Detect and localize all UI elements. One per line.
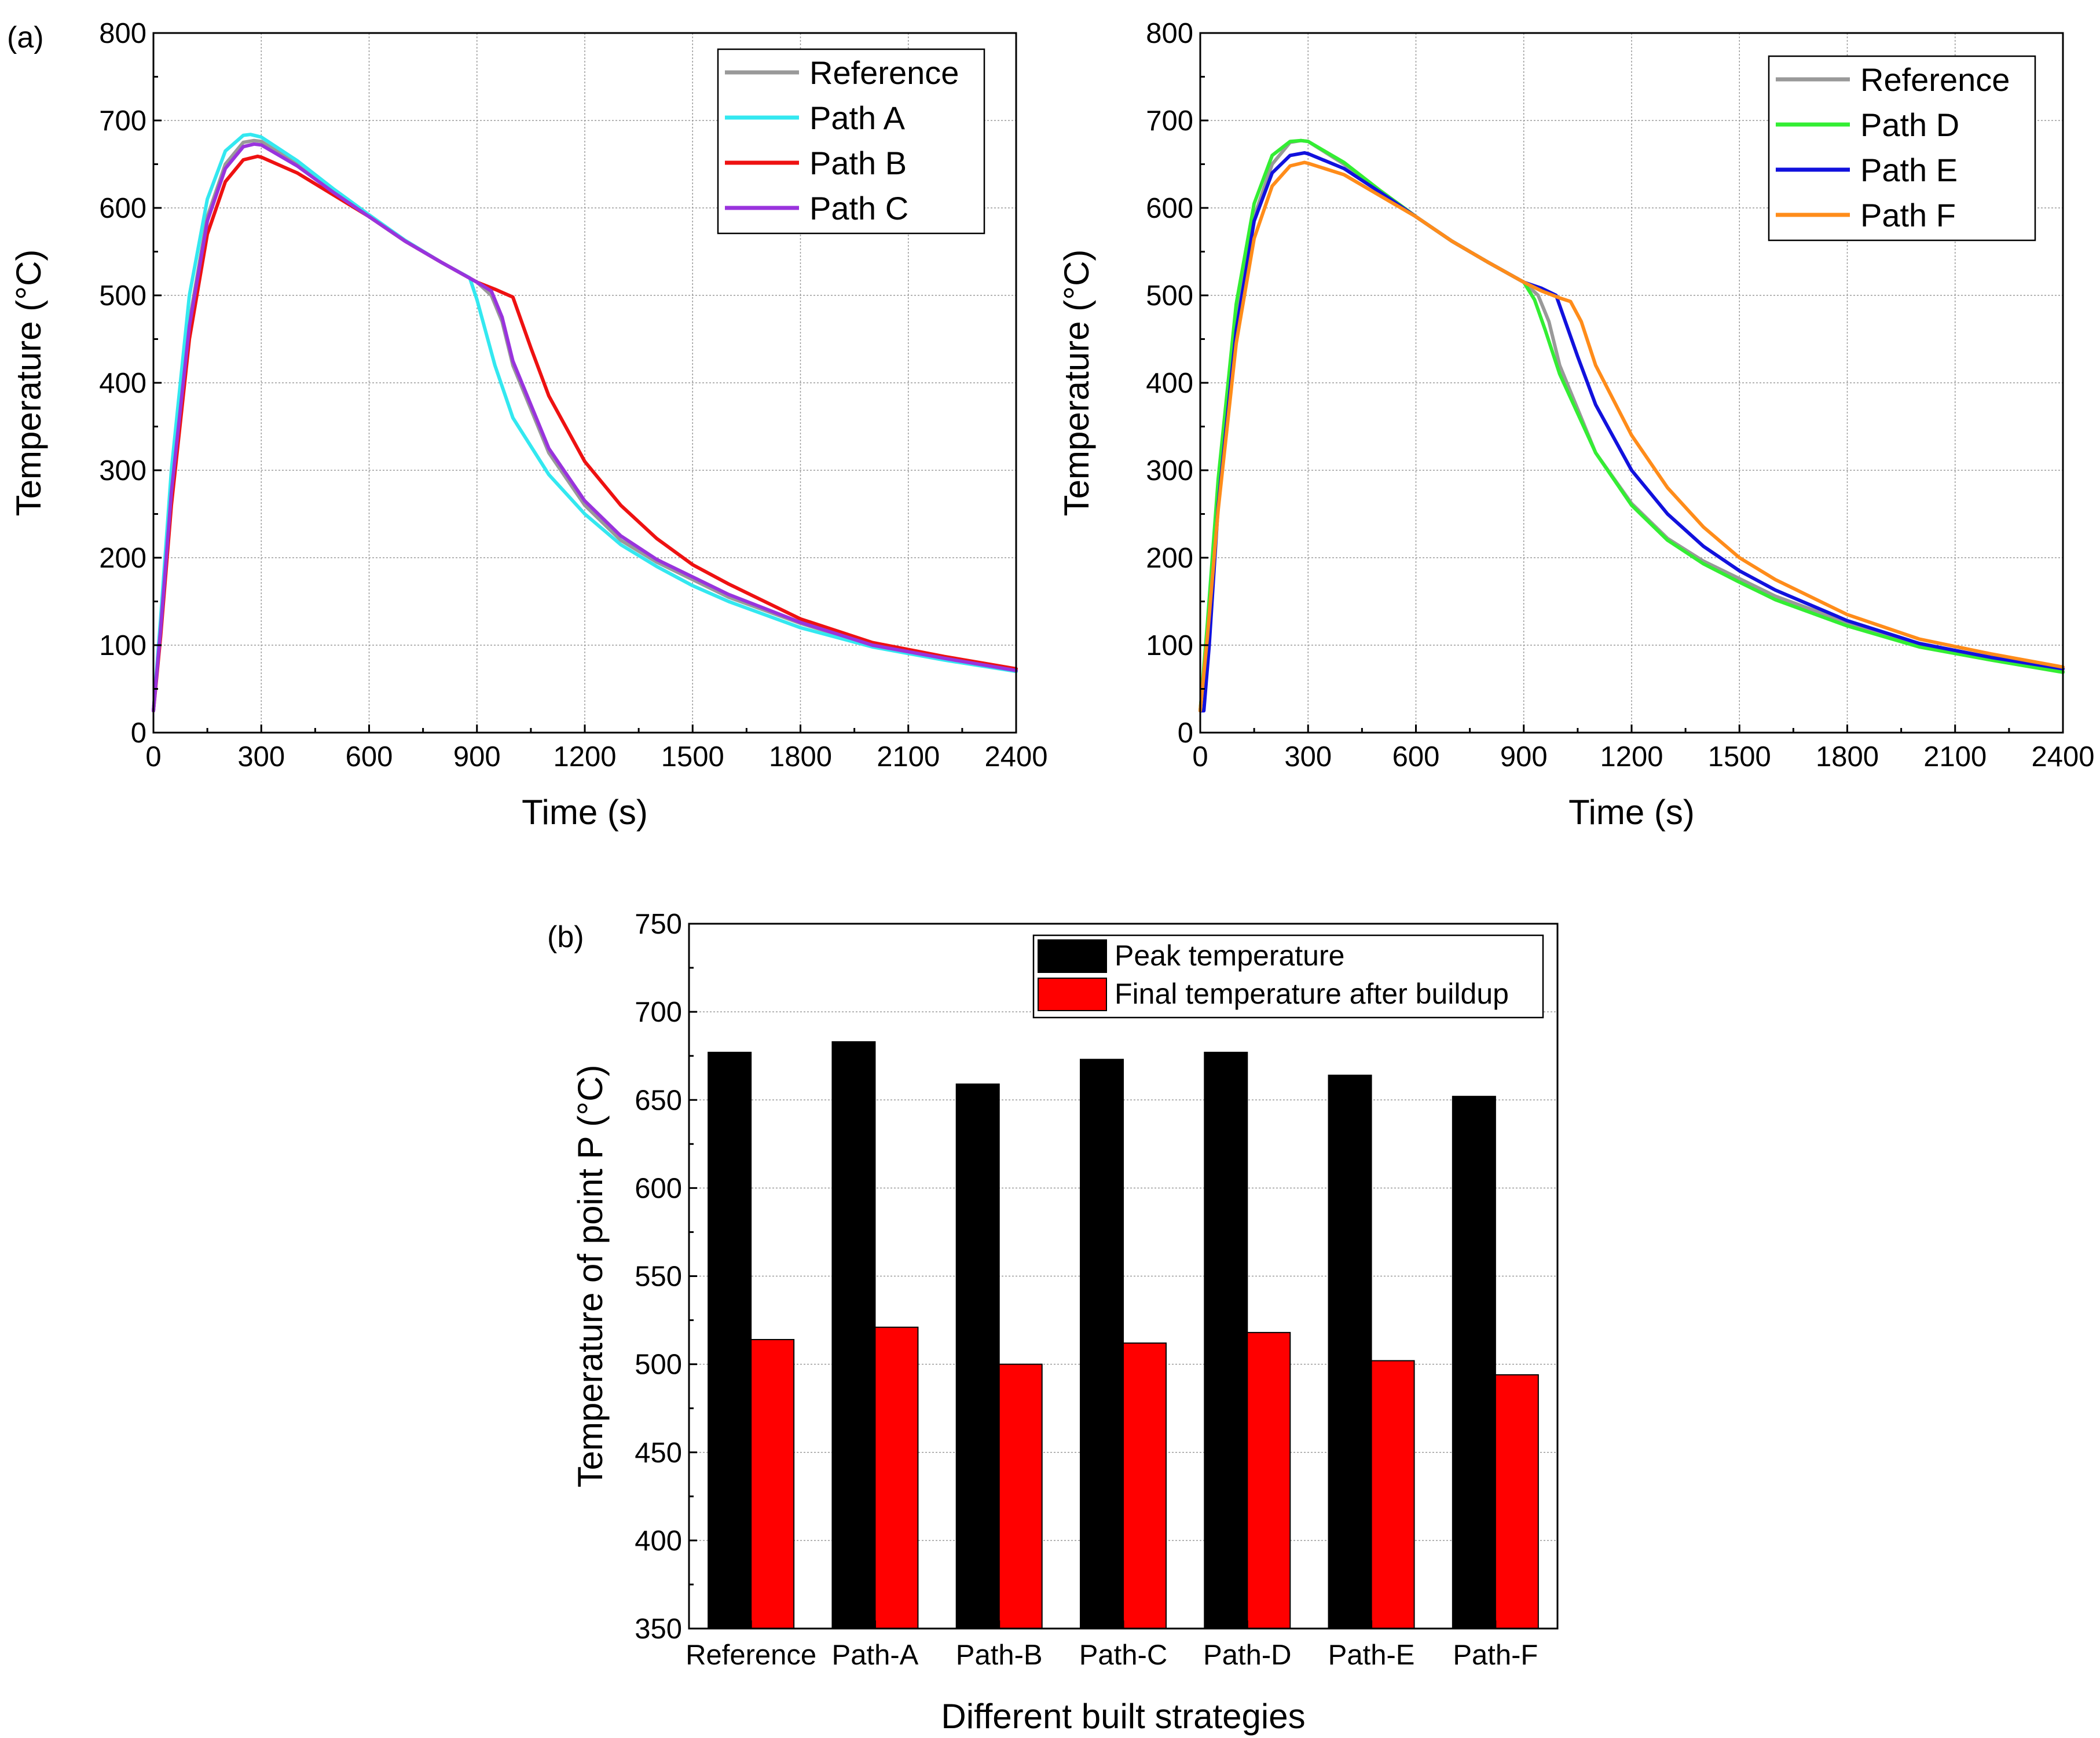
legend-box [717, 48, 985, 235]
bar-final-path-c [1123, 1342, 1167, 1629]
legend-label: Path C [809, 190, 908, 226]
y-tick-label: 800 [1146, 18, 1193, 49]
bar-final-path-d [1247, 1331, 1291, 1630]
x-tick-label: Path-E [1328, 1640, 1415, 1671]
x-tick-label: 1500 [1708, 741, 1771, 773]
panel-label: (b) [547, 920, 584, 954]
x-tick-label: 1500 [661, 741, 724, 773]
x-tick-label: Path-B [956, 1640, 1043, 1671]
bar-peak-path-c [1080, 1059, 1124, 1629]
x-tick-label: 600 [1392, 741, 1440, 773]
y-tick-label: 350 [635, 1613, 682, 1645]
y-tick-label: 100 [1146, 630, 1193, 661]
y-tick-label: 500 [99, 280, 146, 312]
x-tick-label: Path-D [1203, 1640, 1292, 1671]
series-line-path-f [1199, 160, 2065, 713]
legend-label: Path F [1860, 197, 1956, 233]
x-tick-label: 2400 [984, 741, 1047, 773]
y-tick-label: 100 [99, 630, 146, 661]
legend-label: Reference [1860, 61, 2010, 98]
bar-final-path-f [1494, 1374, 1539, 1629]
x-tick-label: 1200 [553, 741, 616, 773]
x-tick-label: 1800 [769, 741, 832, 773]
y-tick-label: 550 [635, 1261, 682, 1293]
legend-label: Peak temperature [1115, 939, 1344, 972]
y-tick-label: 400 [1146, 368, 1193, 399]
y-tick-label: 700 [1146, 105, 1193, 137]
legend-label: Path B [809, 145, 907, 181]
x-tick-label: 300 [237, 741, 285, 773]
x-tick-label: 0 [1192, 741, 1208, 773]
legend: Reference Path D Path E Path F [1768, 55, 2036, 242]
legend-swatch [1038, 939, 1107, 973]
y-axis-title: Temperature (°C) [1057, 250, 1096, 517]
x-tick-label: 0 [145, 741, 161, 773]
bar-peak-path-e [1328, 1074, 1372, 1629]
x-tick-label: 300 [1284, 741, 1332, 773]
y-tick-label: 300 [1146, 455, 1193, 486]
y-tick-label: 600 [1146, 193, 1193, 224]
y-tick-label: 400 [635, 1525, 682, 1557]
legend: Reference Path A Path B Path C [717, 48, 985, 235]
y-tick-label: 600 [635, 1173, 682, 1204]
x-tick-label: Path-A [832, 1640, 919, 1671]
y-tick-label: 0 [1178, 718, 1193, 749]
chart-panel-a-left: 0 300 600 900 1200 1500 1800 2100 2400 0 100 200 300… [7, 18, 1048, 832]
x-axis-title: Different built strategies [941, 1697, 1305, 1736]
y-tick-label: 700 [99, 105, 146, 137]
y-tick-label: 500 [635, 1349, 682, 1381]
legend: Peak temperature Final temperature after … [1032, 934, 1544, 1019]
x-axis-title: Time (s) [522, 793, 648, 832]
x-tick-label: 900 [1500, 741, 1548, 773]
chart-panel-b: Reference Path-A Path-B Path-C Path-D Path-E P… [547, 909, 1559, 1736]
bar-peak-path-f [1452, 1096, 1496, 1630]
y-tick-label: 400 [99, 368, 146, 399]
legend-label: Path A [809, 100, 906, 136]
y-tick-label: 0 [131, 718, 146, 749]
x-tick-label: Path-F [1453, 1640, 1538, 1671]
x-axis-title: Time (s) [1568, 793, 1695, 832]
bar-peak-path-b [955, 1083, 1000, 1630]
legend-swatch [1038, 978, 1107, 1011]
y-tick-label: 600 [99, 193, 146, 224]
legend-label: Final temperature after buildup [1115, 978, 1509, 1010]
y-tick-label: 700 [635, 997, 682, 1028]
bar-peak-reference [708, 1052, 752, 1630]
y-tick-label: 450 [635, 1437, 682, 1469]
legend-label: Path E [1860, 152, 1958, 188]
y-tick-label: 650 [635, 1085, 682, 1116]
y-axis-title: Temperature (°C) [9, 250, 48, 517]
x-tick-label: Path-C [1079, 1640, 1168, 1671]
panel-label: (a) [7, 21, 44, 54]
y-tick-label: 500 [1146, 280, 1193, 312]
y-tick-label: 200 [1146, 543, 1193, 574]
x-tick-label: 1800 [1816, 741, 1879, 773]
x-tick-label: 900 [453, 741, 501, 773]
y-axis-title: Temperature of point P (°C) [571, 1065, 610, 1488]
y-tick-label: 200 [99, 543, 146, 574]
legend-box [1768, 55, 2036, 242]
legend-box [1032, 934, 1544, 1019]
x-tick-label: 2400 [2031, 741, 2094, 773]
bar-final-path-b [998, 1363, 1043, 1629]
bar-final-path-a [874, 1326, 919, 1629]
x-tick-label: 1200 [1600, 741, 1663, 773]
x-tick-label: 2100 [1923, 741, 1987, 773]
legend-label: Reference [809, 54, 959, 91]
y-tick-label: 750 [635, 909, 682, 940]
bar-final-reference [750, 1339, 795, 1630]
legend-label: Path D [1860, 107, 1959, 143]
y-tick-label: 800 [99, 18, 146, 49]
x-tick-label: 600 [346, 741, 393, 773]
y-tick-label: 300 [99, 455, 146, 486]
bar-final-path-e [1370, 1360, 1415, 1630]
x-tick-label: 2100 [877, 741, 940, 773]
bar-peak-path-a [831, 1041, 876, 1630]
bar-peak-path-d [1204, 1052, 1248, 1630]
chart-panel-a-right: 0 300 600 900 1200 1500 1800 2100 2400 0 100 200 300… [1057, 18, 2095, 832]
series-line-path-c [152, 142, 1018, 713]
x-tick-label: Reference [686, 1640, 816, 1671]
